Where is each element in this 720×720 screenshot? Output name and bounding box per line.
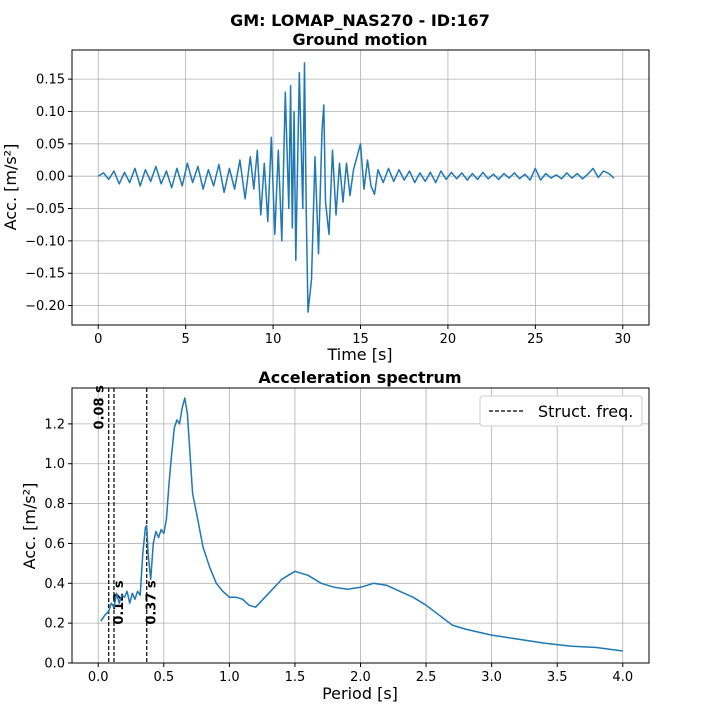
y-tick-label: 0.4 bbox=[44, 577, 65, 592]
x-tick-label: 25 bbox=[527, 332, 544, 347]
y-tick-label: 0.2 bbox=[44, 617, 65, 632]
y-tick-label: −0.10 bbox=[25, 234, 65, 249]
spectrum-ylabel: Acc. [m/s²] bbox=[20, 483, 39, 570]
series-line bbox=[100, 397, 623, 652]
spectrum-title: Acceleration spectrum bbox=[258, 368, 461, 387]
x-tick-label: 1.0 bbox=[219, 670, 240, 685]
x-tick-label: 3.5 bbox=[547, 670, 568, 685]
struct-freq-label: 0.08 s bbox=[93, 385, 108, 430]
figure-suptitle: GM: LOMAP_NAS270 - ID:167 bbox=[230, 11, 490, 30]
y-tick-label: 0.10 bbox=[36, 105, 65, 120]
spectrum-xlabel: Period [s] bbox=[322, 684, 398, 703]
ground-motion-ticks: 0 5 10 15 20 25 30 −0.20 −0.15 −0.10 −0.05 0.00 0.05… bbox=[25, 73, 631, 347]
x-tick-label: 4.0 bbox=[612, 670, 633, 685]
y-tick-label: −0.15 bbox=[25, 267, 65, 282]
y-tick-label: 0.0 bbox=[44, 657, 65, 672]
y-tick-label: 1.2 bbox=[44, 417, 65, 432]
ground-motion-series bbox=[97, 62, 615, 313]
x-tick-label: 20 bbox=[440, 332, 457, 347]
ground-motion-ylabel: Acc. [m/s²] bbox=[1, 144, 20, 231]
x-tick-label: 10 bbox=[265, 332, 282, 347]
y-tick-label: −0.05 bbox=[25, 202, 65, 217]
x-tick-label: 0.0 bbox=[88, 670, 109, 685]
y-tick-label: 0.6 bbox=[44, 537, 65, 552]
struct-freq-lines: 0.08 s0.12 s 0.37 s bbox=[93, 385, 160, 663]
y-tick-label: 0.00 bbox=[36, 170, 65, 185]
y-tick-label: −0.20 bbox=[25, 299, 65, 314]
y-tick-label: 0.8 bbox=[44, 497, 65, 512]
acceleration-spectrum-chart: Acceleration spectrum 0.08 s0.12 s 0.37 s… bbox=[20, 368, 650, 703]
legend-entry-struct-freq: Struct. freq. bbox=[538, 402, 633, 421]
ground-motion-chart: Ground motion 0 5 10 15 20 25 30 −0.20 −0.15 −0.1… bbox=[1, 30, 650, 364]
series-line bbox=[97, 62, 615, 313]
x-tick-label: 5 bbox=[182, 332, 190, 347]
ground-motion-title: Ground motion bbox=[293, 30, 428, 49]
spectrum-series bbox=[100, 397, 623, 652]
x-tick-label: 2.5 bbox=[416, 670, 437, 685]
ground-motion-xlabel: Time [s] bbox=[326, 345, 392, 364]
struct-freq-label: 0.37 s bbox=[145, 580, 160, 625]
x-tick-label: 2.0 bbox=[350, 670, 371, 685]
spectrum-ticks: 0.0 0.5 1.0 1.5 2.0 2.5 3.0 3.5 4.0 0.0 0.2 0.4 0.6 0… bbox=[44, 417, 633, 685]
x-tick-label: 0 bbox=[94, 332, 102, 347]
y-tick-label: 0.05 bbox=[36, 137, 65, 152]
y-tick-label: 0.15 bbox=[36, 73, 65, 88]
x-tick-label: 3.0 bbox=[481, 670, 502, 685]
spectrum-legend: Struct. freq. bbox=[479, 395, 643, 427]
x-tick-label: 30 bbox=[614, 332, 631, 347]
legend-box bbox=[479, 395, 643, 427]
x-tick-label: 15 bbox=[352, 332, 369, 347]
x-tick-label: 1.5 bbox=[285, 670, 306, 685]
x-tick-label: 0.5 bbox=[153, 670, 174, 685]
y-tick-label: 1.0 bbox=[44, 457, 65, 472]
ground-motion-grid bbox=[72, 50, 649, 325]
